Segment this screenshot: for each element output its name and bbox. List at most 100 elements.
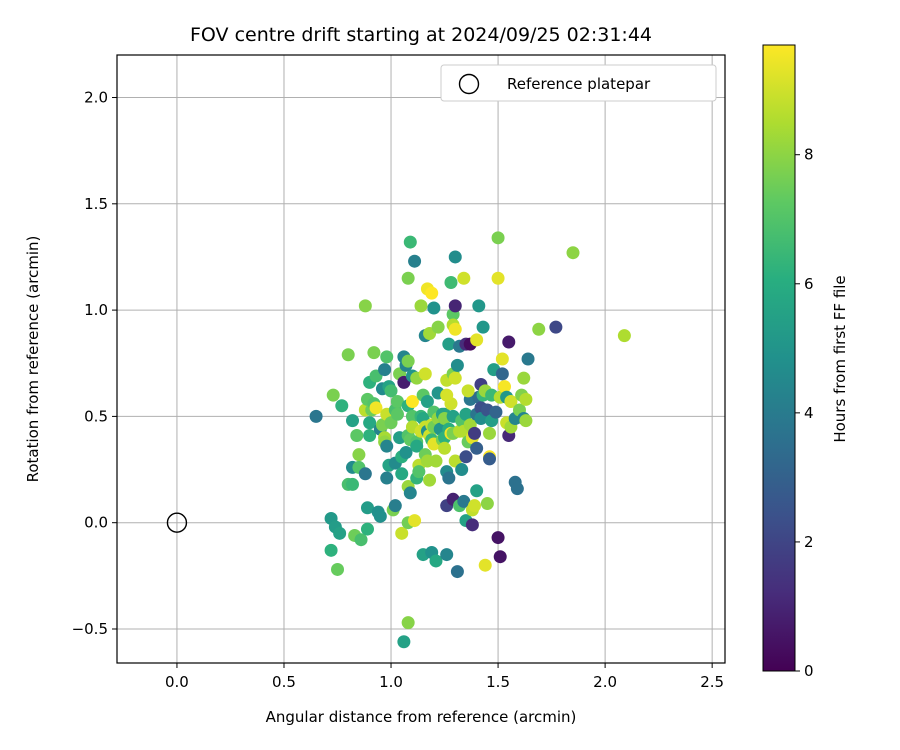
data-point	[408, 514, 422, 528]
data-point	[455, 463, 469, 477]
data-point	[380, 350, 394, 364]
colorbar-tick-label: 0	[804, 662, 814, 680]
y-tick-label: 1.0	[84, 301, 108, 319]
y-tick-label: 2.0	[84, 89, 108, 107]
data-point	[491, 531, 505, 545]
data-point	[403, 486, 417, 500]
data-point	[352, 448, 366, 462]
data-point	[483, 452, 497, 466]
colorbar: 0 2 4 6 8 Hours from first FF file	[762, 44, 849, 680]
data-point	[470, 333, 484, 347]
x-tick-label: 0.0	[165, 673, 189, 691]
x-tick-label: 2.5	[700, 673, 724, 691]
y-axis-label: Rotation from reference (arcmin)	[24, 236, 42, 483]
colorbar-tick-label: 6	[804, 275, 814, 293]
reference-marker-layer	[166, 512, 188, 533]
data-point	[483, 426, 497, 440]
plot-frame	[116, 54, 726, 664]
data-point	[390, 407, 404, 421]
y-tick-label: −0.5	[72, 620, 108, 638]
x-tick-label: 0.5	[272, 673, 296, 691]
colorbar-label: Hours from first FF file	[831, 275, 849, 442]
data-point	[360, 522, 374, 536]
colorbar-tick-label: 8	[804, 146, 814, 164]
data-point	[448, 371, 462, 385]
data-point	[367, 346, 381, 360]
data-point	[345, 477, 359, 491]
data-point	[495, 352, 509, 366]
data-point	[457, 494, 471, 508]
data-point	[401, 354, 415, 368]
data-point	[444, 275, 458, 289]
data-point	[440, 548, 454, 562]
colorbar-tick-label: 4	[804, 404, 814, 422]
x-axis-ticks: 0.0 0.5 1.0 1.5 2.0 2.5	[165, 663, 724, 691]
colorbar-ticks: 0 2 4 6 8	[795, 146, 814, 680]
data-point	[549, 320, 563, 334]
data-point	[442, 471, 456, 485]
chart-title: FOV centre drift starting at 2024/09/25 …	[190, 24, 652, 46]
data-point	[468, 426, 482, 440]
data-point	[358, 467, 372, 481]
data-point	[442, 337, 456, 351]
x-tick-label: 1.0	[379, 673, 403, 691]
data-point	[408, 254, 422, 268]
data-point	[412, 465, 426, 479]
data-point	[324, 543, 338, 557]
data-point	[450, 565, 464, 579]
data-point	[438, 441, 452, 455]
y-axis-ticks: −0.5 0.0 0.5 1.0 1.5 2.0	[72, 89, 117, 638]
data-point	[429, 554, 443, 568]
data-point	[410, 439, 424, 453]
data-point	[617, 329, 631, 343]
data-point	[420, 395, 434, 409]
data-point	[480, 497, 494, 511]
data-point	[566, 246, 580, 260]
legend-label: Reference platepar	[507, 75, 651, 93]
data-point	[491, 271, 505, 285]
data-point	[401, 616, 415, 630]
data-point	[491, 231, 505, 245]
data-point	[510, 482, 524, 496]
data-point	[380, 439, 394, 453]
data-point	[395, 526, 409, 540]
data-point	[401, 271, 415, 285]
data-point	[493, 550, 507, 564]
data-point	[331, 562, 345, 576]
data-point	[345, 414, 359, 428]
data-point	[397, 635, 411, 649]
data-point	[476, 320, 490, 334]
data-point	[502, 335, 516, 349]
data-points	[309, 231, 631, 649]
data-point	[390, 395, 404, 409]
data-point	[373, 509, 387, 523]
data-point	[380, 471, 394, 485]
data-point	[369, 401, 383, 415]
y-tick-label: 1.5	[84, 195, 108, 213]
data-point	[440, 388, 454, 402]
legend: Reference platepar	[440, 64, 717, 102]
reference-platepar-marker	[166, 512, 188, 533]
data-point	[470, 441, 484, 455]
data-point	[448, 299, 462, 313]
data-point	[326, 388, 340, 402]
data-point	[489, 405, 503, 419]
data-point	[497, 380, 511, 394]
data-point	[470, 484, 484, 498]
data-point	[521, 352, 535, 366]
data-point	[448, 250, 462, 264]
data-point	[384, 384, 398, 398]
data-point	[333, 526, 347, 540]
data-point	[335, 399, 349, 413]
grid	[117, 55, 725, 663]
data-point	[405, 395, 419, 409]
x-tick-label: 2.0	[593, 673, 617, 691]
data-point	[504, 395, 518, 409]
data-point	[459, 407, 473, 421]
data-point	[427, 301, 441, 315]
data-point	[341, 348, 355, 362]
legend-circle-icon	[458, 73, 480, 95]
data-point	[532, 322, 546, 336]
data-point	[519, 414, 533, 428]
